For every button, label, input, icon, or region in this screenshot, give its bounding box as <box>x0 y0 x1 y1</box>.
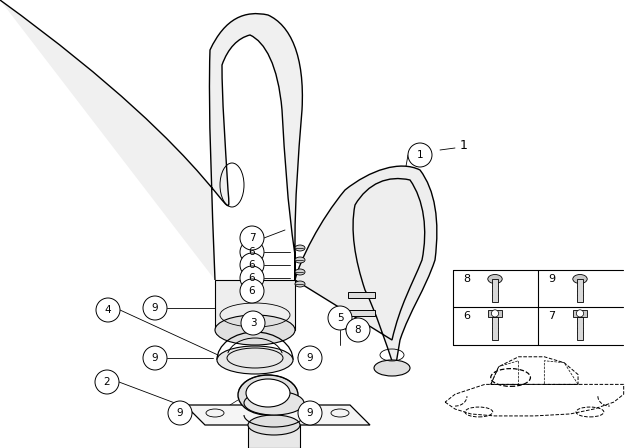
Circle shape <box>241 311 265 335</box>
Ellipse shape <box>215 315 295 345</box>
Text: 1: 1 <box>460 138 468 151</box>
Text: 8: 8 <box>463 274 470 284</box>
Ellipse shape <box>295 281 305 287</box>
Circle shape <box>346 318 370 342</box>
Ellipse shape <box>374 360 410 376</box>
Circle shape <box>240 266 264 290</box>
Polygon shape <box>348 310 375 316</box>
Circle shape <box>240 279 264 303</box>
Text: 6: 6 <box>249 273 255 283</box>
Text: 7: 7 <box>249 233 255 243</box>
Polygon shape <box>185 405 370 425</box>
Polygon shape <box>492 279 498 302</box>
Ellipse shape <box>577 310 584 317</box>
Text: 2: 2 <box>104 377 110 387</box>
Circle shape <box>96 298 120 322</box>
Circle shape <box>240 253 264 277</box>
Ellipse shape <box>488 275 502 284</box>
Text: 6: 6 <box>249 247 255 257</box>
Ellipse shape <box>244 391 304 415</box>
Ellipse shape <box>238 375 298 415</box>
Circle shape <box>143 296 167 320</box>
Circle shape <box>240 240 264 264</box>
Ellipse shape <box>573 275 588 284</box>
Text: 1: 1 <box>417 150 423 160</box>
Circle shape <box>143 346 167 370</box>
Circle shape <box>328 306 352 330</box>
PathPatch shape <box>295 166 437 370</box>
Text: 8: 8 <box>355 325 362 335</box>
Text: 9: 9 <box>548 274 556 284</box>
Circle shape <box>298 346 322 370</box>
Text: 4: 4 <box>105 305 111 315</box>
Text: 9: 9 <box>307 353 314 363</box>
Ellipse shape <box>295 257 305 263</box>
Circle shape <box>240 226 264 250</box>
Ellipse shape <box>492 310 499 317</box>
Ellipse shape <box>295 269 305 275</box>
Text: 9: 9 <box>307 408 314 418</box>
Polygon shape <box>215 280 295 330</box>
Ellipse shape <box>295 245 305 251</box>
Text: 6: 6 <box>463 311 470 321</box>
Polygon shape <box>248 425 300 448</box>
Text: 9: 9 <box>177 408 183 418</box>
Polygon shape <box>577 279 582 302</box>
Text: 9: 9 <box>152 303 158 313</box>
Text: 9: 9 <box>152 353 158 363</box>
Circle shape <box>168 401 192 425</box>
Circle shape <box>298 401 322 425</box>
Ellipse shape <box>217 346 293 374</box>
Text: 6: 6 <box>249 260 255 270</box>
Text: 3: 3 <box>250 318 256 328</box>
Polygon shape <box>488 310 502 317</box>
Text: 7: 7 <box>548 311 556 321</box>
Circle shape <box>95 370 119 394</box>
PathPatch shape <box>0 13 302 448</box>
Polygon shape <box>348 292 375 298</box>
Ellipse shape <box>248 415 300 435</box>
Polygon shape <box>492 317 498 340</box>
Ellipse shape <box>246 379 290 407</box>
Circle shape <box>408 143 432 167</box>
Polygon shape <box>577 317 582 340</box>
Text: 6: 6 <box>249 286 255 296</box>
Polygon shape <box>573 310 588 317</box>
Text: 5: 5 <box>337 313 343 323</box>
